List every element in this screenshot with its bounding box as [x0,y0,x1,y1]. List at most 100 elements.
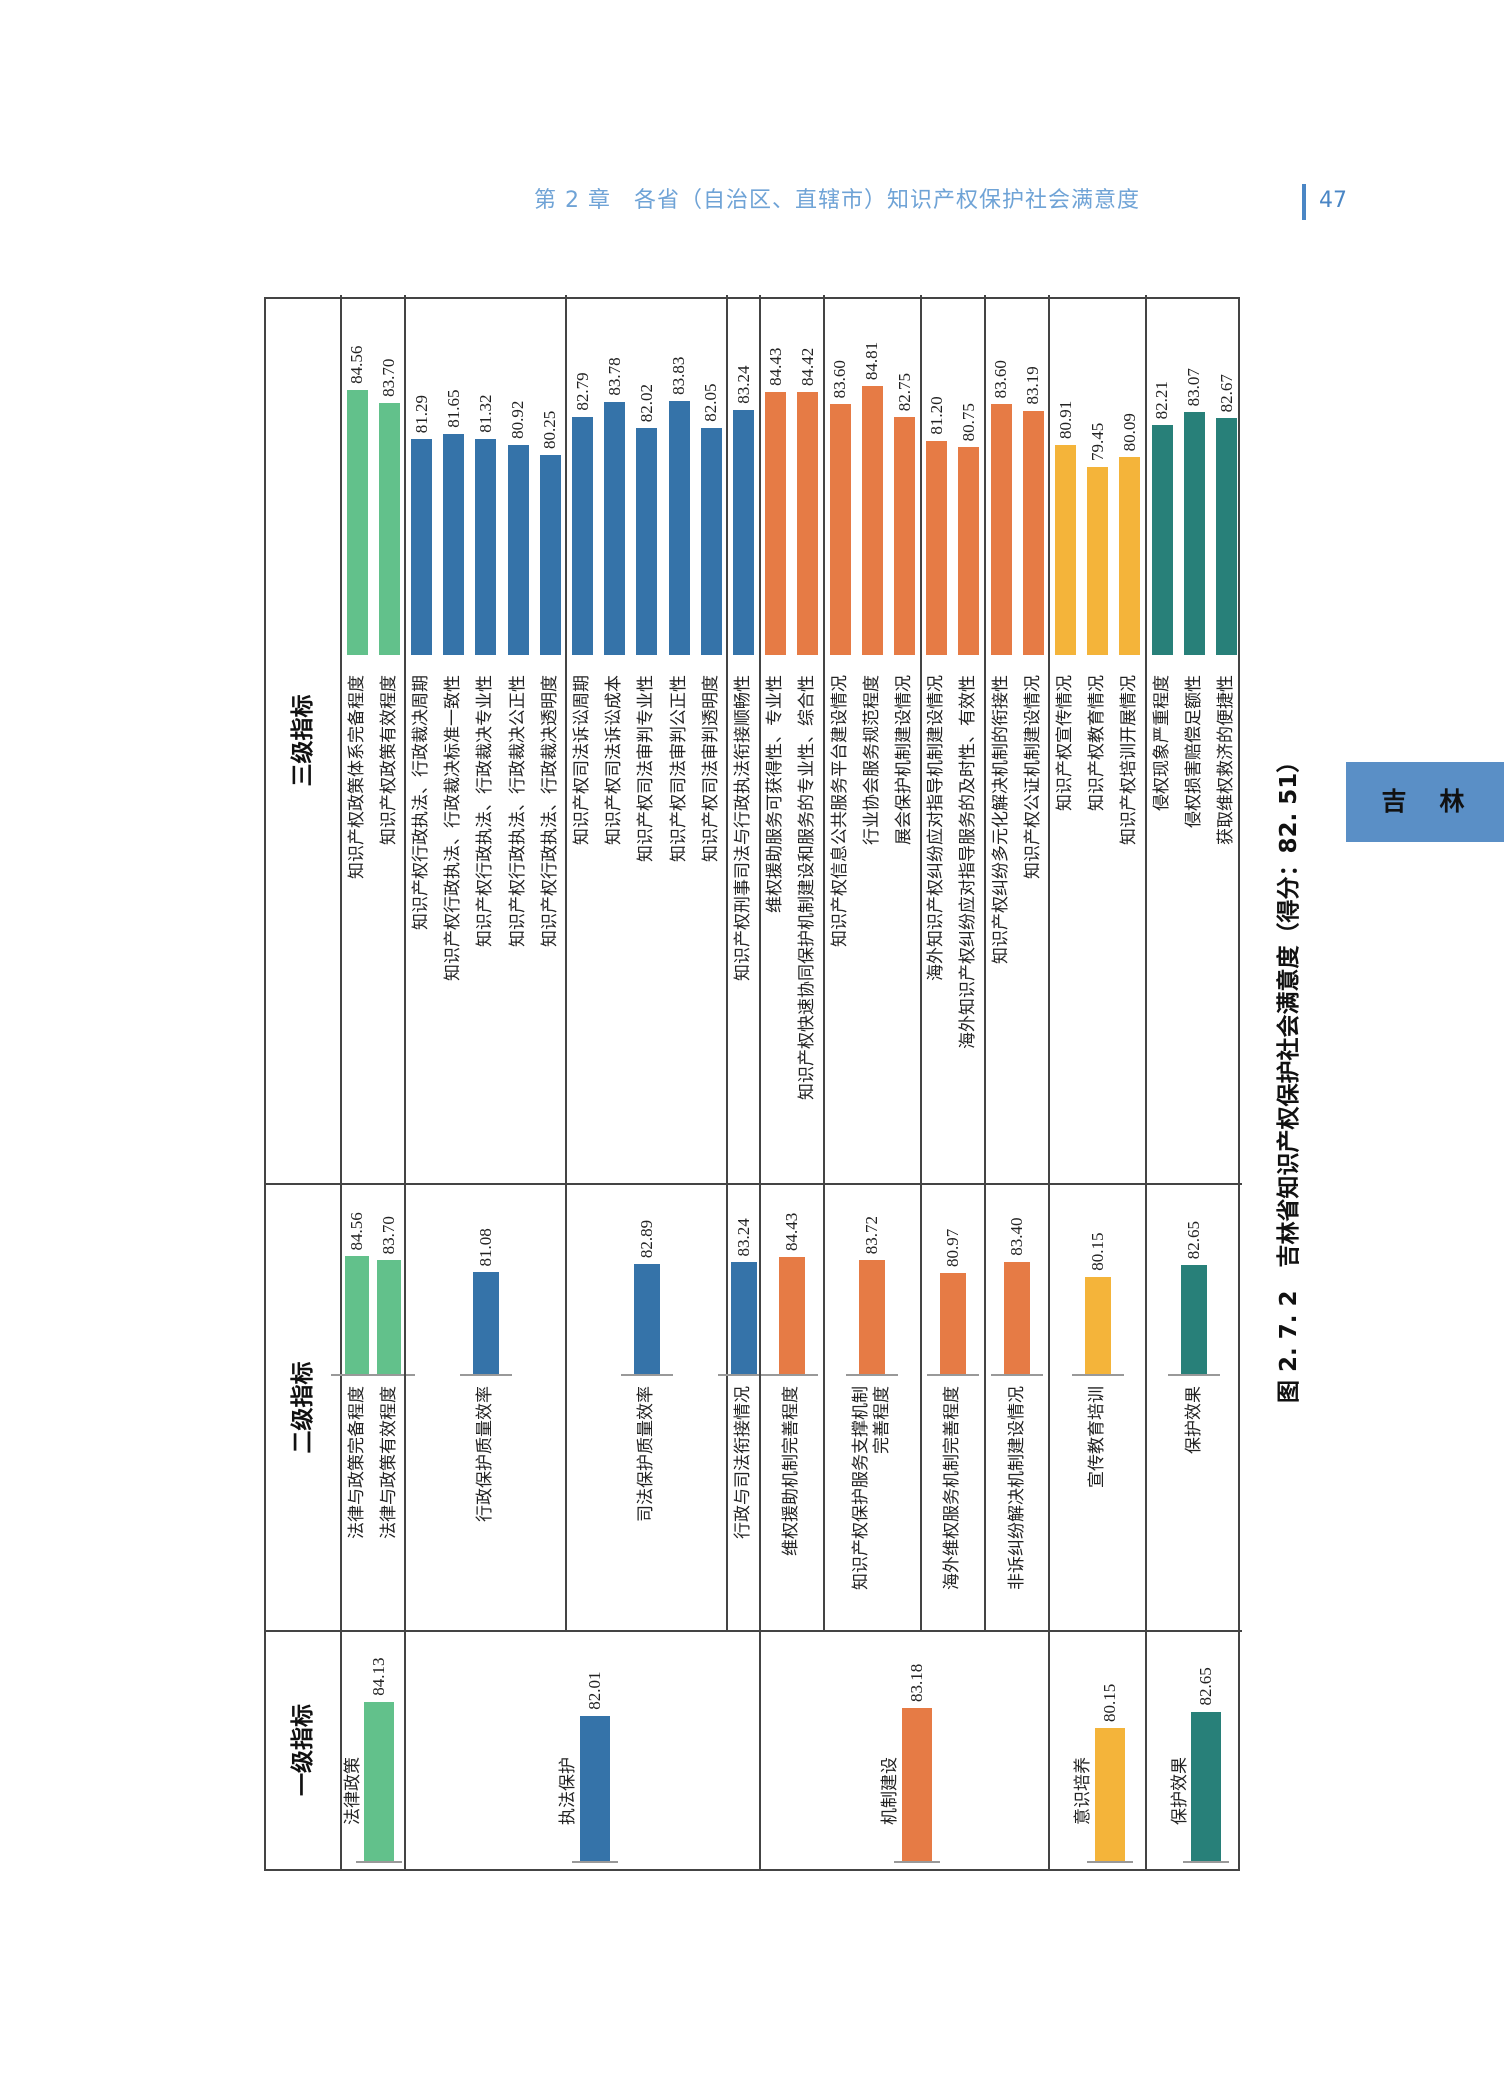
level3-value-label: 84.81 [862,341,882,381]
level3-bar [765,391,787,655]
level1-axis-line [571,1861,618,1863]
level2-bar [778,1257,805,1374]
level1-axis-line [356,1861,403,1863]
level1-value-label: 82.01 [584,1671,604,1710]
level3-bar [539,454,561,655]
level3-label: 知识产权政策有效程度 [378,675,399,845]
row-divider [984,295,986,1631]
level1-label: 保护效果 [1169,1757,1190,1825]
column-divider [266,1183,1242,1185]
level1-bar [1191,1711,1222,1861]
level3-label: 侵权损害赔偿足额性 [1183,675,1204,828]
level3-value-label: 79.45 [1087,422,1107,462]
level2-label: 司法保护质量效率 [636,1386,657,1522]
level3-label: 知识产权司法诉讼周期 [572,675,592,845]
level3-value-label: 83.19 [1023,366,1043,405]
level3-bar [1151,425,1173,655]
level3-label: 知识产权司法审判公正性 [668,675,689,862]
level3-value-label: 83.60 [830,360,850,399]
level3-label: 行业协会服务规范程度 [861,675,882,845]
level3-label: 知识产权纠纷多元化解决机制的衔接性 [990,675,1011,964]
page-header: 第 2 章 各省（自治区、直辖市）知识产权保护社会满意度 47 [534,184,1360,220]
level2-axis-line [1168,1374,1221,1376]
level1-value-label: 82.65 [1196,1667,1216,1706]
header-level2: 二级指标 [290,1361,316,1454]
level1-label: 执法保护 [558,1757,578,1825]
level3-bar [894,417,915,655]
level2-value-label: 82.89 [636,1219,656,1259]
level3-bar [700,427,722,655]
level3-label: 知识产权教育情况 [1087,675,1108,811]
level3-label: 获取维权救济的便捷性 [1216,675,1236,845]
level2-axis-line [846,1374,899,1376]
level1-bar [579,1715,610,1861]
level3-label: 知识产权政策体系完备程度 [346,675,367,879]
level2-value-label: 83.24 [733,1218,753,1257]
level2-value-label: 83.70 [379,1216,399,1255]
level2-bar [1084,1276,1111,1374]
level2-bar [472,1272,499,1374]
level3-bar [411,439,432,655]
level3-bar [1216,418,1237,655]
level3-value-label: 80.25 [540,410,560,449]
level1-value-label: 84.13 [369,1657,389,1696]
row-divider [758,295,761,1869]
level3-bar [636,428,658,655]
level3-bar [346,389,368,655]
level3-label: 知识产权司法审判专业性 [636,675,657,862]
header-divider [1302,184,1306,220]
level3-label: 海外知识产权纠纷应对指导服务的及时性、有效性 [958,675,979,1049]
level2-value-label: 83.72 [862,1216,882,1255]
level1-bar [901,1708,932,1861]
level3-label: 知识产权行政执法、行政裁决透明度 [539,675,560,947]
level3-bar [572,416,593,655]
level2-value-label: 84.43 [781,1212,801,1252]
level3-bar [475,438,497,655]
level3-label: 知识产权司法审判透明度 [700,675,721,862]
level3-value-label: 83.07 [1184,368,1204,407]
level3-label: 知识产权行政执法、行政裁决公正性 [507,675,528,947]
row-divider [404,295,407,1869]
level3-bar [1183,412,1205,655]
level2-bar [1004,1261,1031,1374]
level3-value-label: 82.05 [701,383,721,422]
level2-axis-line [991,1374,1044,1376]
level2-label: 知识产权保护服务支撑机制 完善程度 [851,1386,893,1590]
level3-bar [733,409,754,655]
row-divider [1145,295,1147,1869]
level3-value-label: 82.67 [1216,374,1236,413]
level3-bar [668,400,690,655]
level3-value-label: 80.09 [1119,413,1139,452]
level3-bar [990,404,1012,655]
level3-bar [797,391,819,655]
level2-bar [345,1256,370,1374]
level3-value-label: 83.83 [669,356,689,395]
level2-axis-line [926,1374,979,1376]
level3-bar [604,401,626,655]
level3-label: 知识产权司法诉讼成本 [604,675,625,845]
level3-label: 展会保护机制建设情况 [894,675,914,845]
level2-label: 行政保护质量效率 [475,1386,496,1522]
level3-label: 知识产权宣传情况 [1055,675,1075,811]
level3-value-label: 83.24 [733,365,753,404]
level2-label: 法律与政策有效程度 [378,1386,399,1539]
level2-label: 行政与司法衔接情况 [733,1386,753,1539]
level3-label: 知识产权培训开展情况 [1119,675,1140,845]
level3-label: 知识产权行政执法、行政裁决周期 [411,675,431,930]
chapter-title: 第 2 章 各省（自治区、直辖市）知识产权保护社会满意度 [534,188,1140,213]
level3-value-label: 83.60 [991,360,1011,399]
level2-value-label: 82.65 [1184,1220,1204,1260]
level3-value-label: 81.65 [443,389,463,428]
level3-label: 知识产权公证机制建设情况 [1022,675,1043,879]
level3-bar [958,447,980,655]
level3-value-label: 84.56 [347,345,367,384]
level2-bar [633,1264,660,1374]
figure-caption: 图 2. 7. 2 吉林省知识产权保护社会满意度（得分：82. 51） [1276,749,1302,1403]
level2-axis-line [363,1374,416,1376]
level3-bar [1022,410,1044,655]
level1-label: 机制建设 [880,1757,900,1825]
row-divider [1048,295,1051,1869]
level3-value-label: 80.92 [508,400,528,439]
level3-value-label: 81.32 [475,394,495,433]
level3-value-label: 80.91 [1055,400,1075,439]
